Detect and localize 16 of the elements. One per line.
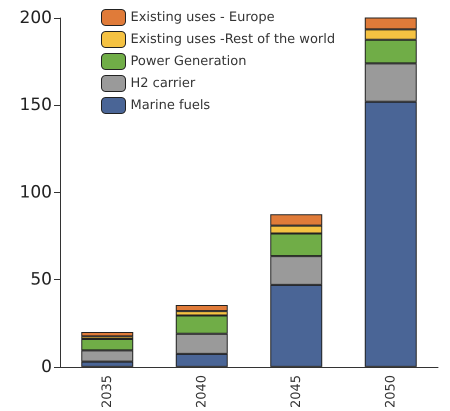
bar <box>81 332 134 336</box>
y-tick-label: 100 <box>20 182 52 202</box>
y-tick-label: 200 <box>20 8 52 28</box>
y-tick-label: 50 <box>30 270 52 290</box>
legend-label: Power Generation <box>130 54 246 69</box>
bar <box>176 304 228 312</box>
x-tick-label: 2040 <box>194 374 210 408</box>
y-tick-label: 0 <box>41 356 52 377</box>
y-tick-label: 150 <box>20 95 52 116</box>
legend-label: H2 carrier <box>130 76 196 91</box>
legend-label: Existing uses -Rest of the world <box>130 32 336 47</box>
x-tick-label: 2035 <box>100 374 115 408</box>
legend-label: Existing uses - Europe <box>130 10 275 25</box>
legend-label: Marine fuels <box>130 98 210 113</box>
x-tick-label: 2050 <box>383 374 398 408</box>
x-tick-label: 2045 <box>288 374 304 408</box>
